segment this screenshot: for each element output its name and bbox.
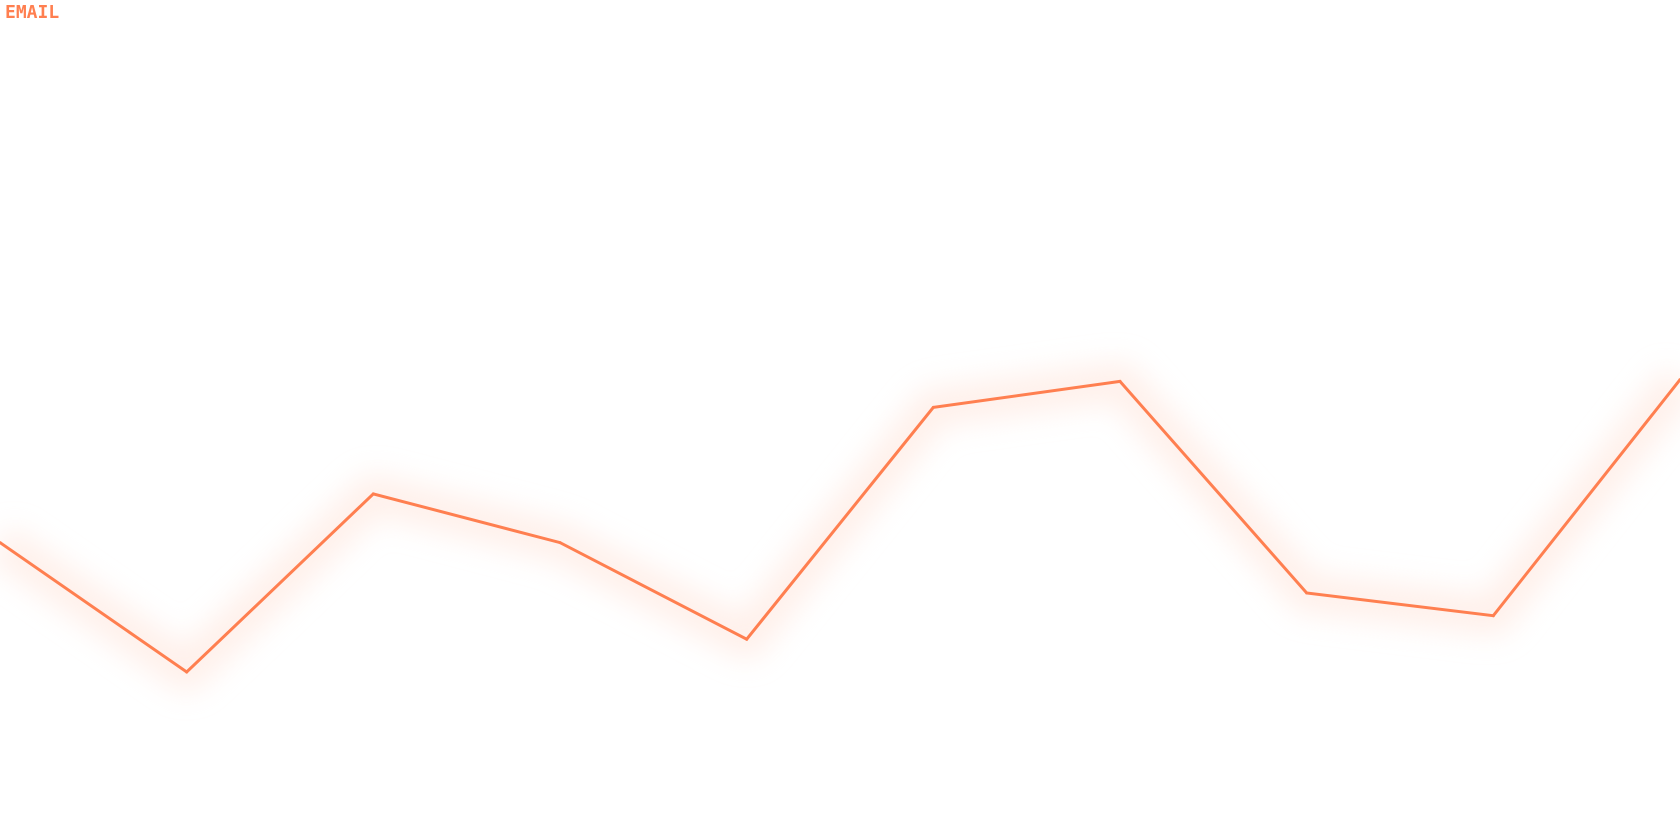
data-point-7 xyxy=(1305,591,1309,595)
chart-title: EMAIL xyxy=(5,2,60,23)
data-point-1 xyxy=(185,670,189,674)
data-point-2 xyxy=(371,492,375,496)
data-point-5 xyxy=(931,405,935,409)
series-line xyxy=(0,378,1680,674)
series-glow xyxy=(0,361,1680,692)
data-point-0 xyxy=(0,541,2,545)
data-point-8 xyxy=(1491,614,1495,618)
data-point-3 xyxy=(558,541,562,545)
data-point-4 xyxy=(745,637,749,641)
data-point-6 xyxy=(1118,379,1122,383)
